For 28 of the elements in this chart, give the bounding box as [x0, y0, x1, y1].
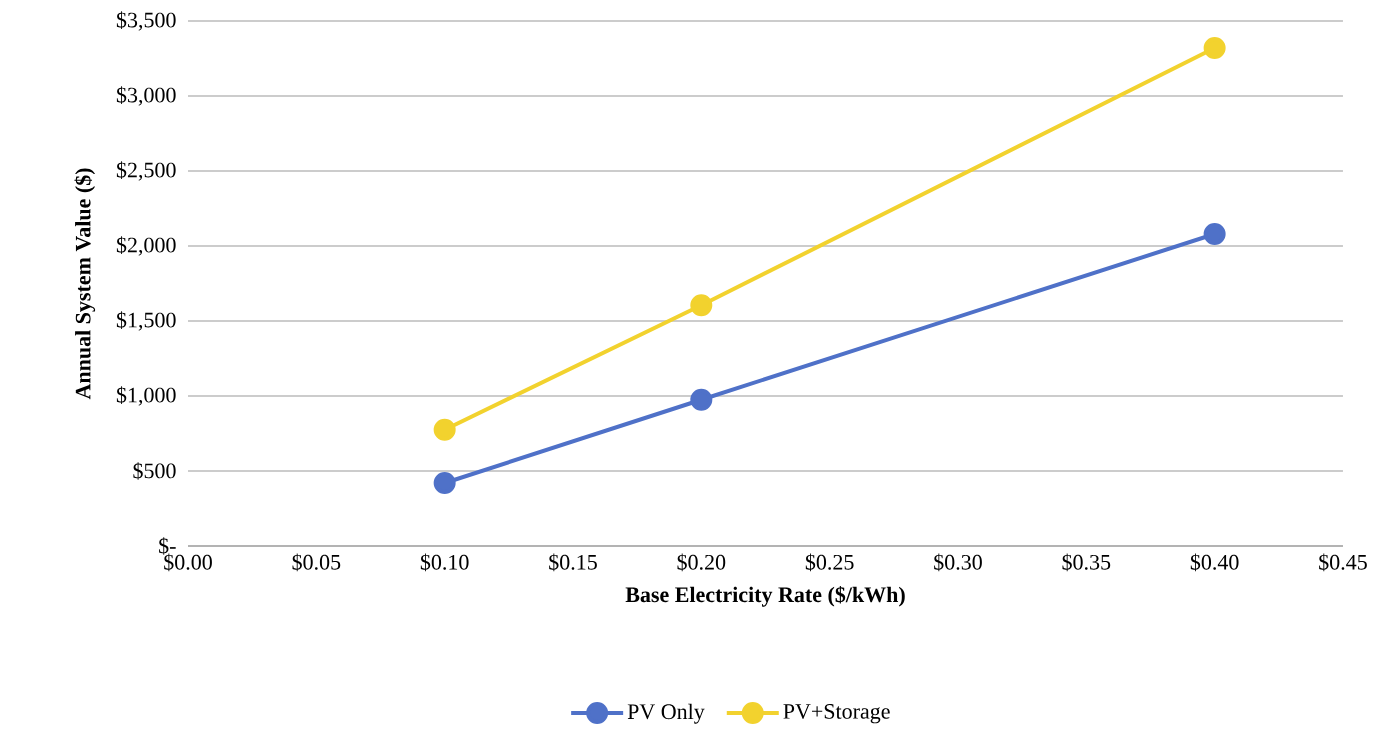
point [690, 388, 713, 411]
y-tick-label: $3,500 [116, 11, 176, 31]
point [1203, 222, 1226, 245]
y-tick-label: $1,000 [116, 386, 176, 406]
point [433, 418, 456, 441]
x-tick-label: $0.20 [677, 553, 726, 572]
point [690, 294, 713, 317]
x-tick-label: $0.40 [1190, 553, 1239, 572]
x-tick-label: $0.00 [164, 553, 212, 572]
x-tick-label: $0.15 [549, 553, 597, 572]
y-tick-label: $3,000 [116, 86, 176, 106]
y-axis-title: Annual System Value ($) [74, 168, 96, 400]
point [433, 472, 456, 494]
y-tick-label: $2,500 [116, 161, 176, 181]
y-tick-label: $500 [133, 462, 176, 480]
x-axis-title: Base Electricity Rate ($/kWh) [625, 586, 905, 607]
y-tick-label: $- [159, 537, 176, 555]
x-tick-label: $0.35 [1062, 553, 1111, 572]
x-tick-label: $0.05 [292, 553, 341, 572]
y-tick-label: $2,000 [116, 236, 176, 256]
x-tick-label: $0.10 [420, 553, 469, 572]
x-tick-label: $0.30 [934, 553, 982, 572]
legend-label: PV Only [627, 703, 705, 724]
x-tick-label: $0.25 [805, 553, 854, 572]
x-tick-label: $0.45 [1319, 553, 1367, 572]
y-tick-label: $1,500 [116, 311, 176, 331]
legend-label: PV+Storage [783, 704, 890, 724]
point [1203, 36, 1226, 59]
